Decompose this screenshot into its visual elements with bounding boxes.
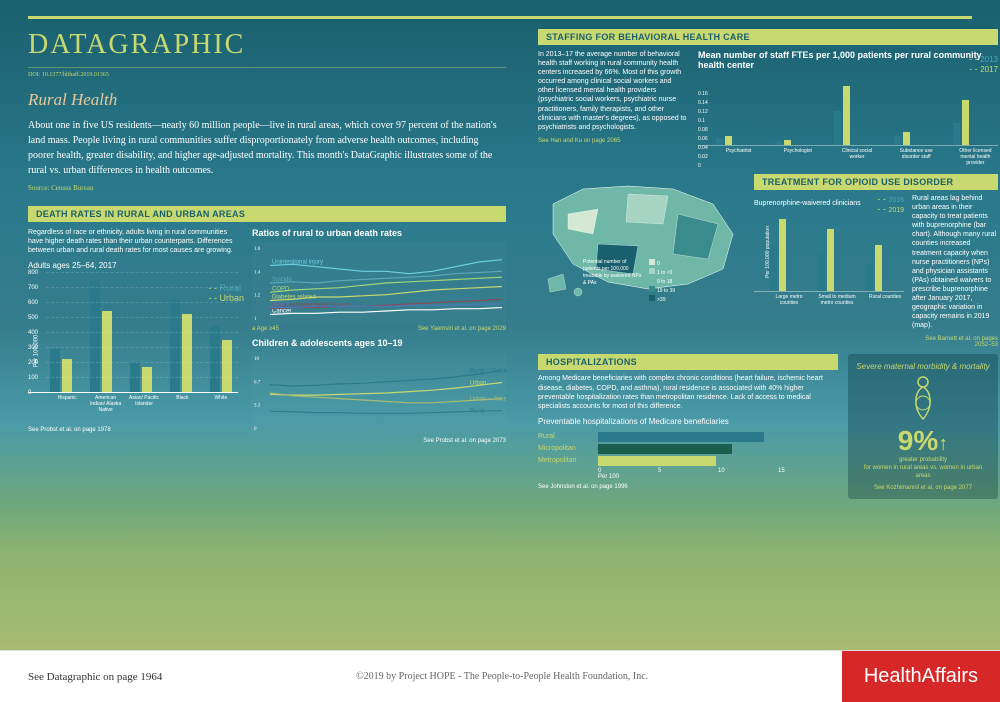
probst-ref: See Probst et al. on page 1978 — [28, 427, 238, 433]
hospitalizations-section: HOSPITALIZATIONS Among Medicare benefici… — [538, 354, 838, 498]
death-rates-section: DEATH RATES IN RURAL AND URBAN AREAS Reg… — [28, 206, 506, 444]
infographic-page: DATAGRAPHIC DOI: 10.1377/hlthaff.2019.01… — [0, 0, 1000, 650]
hospitalizations-row: HOSPITALIZATIONS Among Medicare benefici… — [538, 354, 998, 498]
intro-paragraph: About one in five US residents—nearly 60… — [28, 118, 506, 178]
left-column: DATAGRAPHIC DOI: 10.1377/hlthaff.2019.01… — [28, 29, 506, 499]
svg-text:6.7: 6.7 — [254, 380, 261, 385]
svg-text:Rural: Rural — [470, 409, 484, 415]
svg-text:Rural ─ Suicide: Rural ─ Suicide — [470, 369, 506, 375]
svg-text:Urban ─ Assault: Urban ─ Assault — [470, 397, 506, 403]
hosp-hbar-chart: RuralMicropolitanMetropolitan — [538, 432, 838, 466]
header-row: DATAGRAPHIC DOI: 10.1377/hlthaff.2019.01… — [28, 29, 972, 499]
opioid-header: TREATMENT FOR OPIOID USE DISORDER — [754, 174, 998, 190]
opioid-bar-chart: Buprenorphine-waivered clinicians - - 20… — [754, 194, 904, 294]
subtitle: Rural Health — [28, 90, 506, 110]
us-map: Potential number of patients per 100,000… — [538, 174, 748, 304]
ratio-line-chart: Unintentional injury Suicide COPD Diabetes … — [252, 242, 506, 324]
staffing-chart: Mean number of staff FTEs per 1,000 pati… — [698, 50, 998, 166]
death-blurb: Regardless of race or ethnicity, adults … — [28, 228, 238, 255]
svg-text:Cancer: Cancer — [272, 309, 291, 315]
maternal-card: Severe maternal morbidity & mortality 9%… — [848, 354, 998, 498]
staffing-section: STAFFING FOR BEHAVIORAL HEALTH CARE In 2… — [538, 29, 998, 166]
footer: See Datagraphic on page 1964 ©2019 by Pr… — [0, 650, 1000, 702]
child-chart-title: Children & adolescents ages 10–19 — [252, 338, 506, 348]
hosp-header: HOSPITALIZATIONS — [538, 354, 838, 370]
staffing-header: STAFFING FOR BEHAVIORAL HEALTH CARE — [538, 29, 998, 45]
ratio-chart-title: Ratios of rural to urban death rates — [252, 228, 506, 238]
right-column: STAFFING FOR BEHAVIORAL HEALTH CARE In 2… — [538, 29, 998, 499]
footer-left: See Datagraphic on page 1964 — [28, 671, 162, 683]
death-rates-header: DEATH RATES IN RURAL AND URBAN AREAS — [28, 206, 506, 222]
svg-text:Diabetes related: Diabetes related — [272, 295, 316, 301]
footer-center: ©2019 by Project HOPE - The People-to-Pe… — [356, 671, 648, 682]
svg-text:1.6: 1.6 — [254, 247, 261, 252]
opioid-section: TREATMENT FOR OPIOID USE DISORDER Bupren… — [754, 174, 998, 348]
svg-text:10: 10 — [254, 357, 260, 362]
map-and-opioid-row: Potential number of patients per 100,000… — [538, 174, 998, 348]
pregnancy-icon — [905, 375, 941, 421]
page-title: DATAGRAPHIC — [28, 29, 506, 68]
adults-bar-chart: - - Rural - - Urban Per 100,000 01002003… — [28, 273, 238, 423]
svg-text:3.3: 3.3 — [254, 404, 261, 409]
svg-text:Suicide: Suicide — [272, 277, 292, 283]
map-legend-title: Potential number of patients per 100,000… — [583, 259, 643, 304]
svg-text:1: 1 — [254, 317, 257, 322]
svg-text:COPD: COPD — [272, 286, 290, 292]
child-line-chart: 0 3.3 6.7 10 Rural ─ Suicide Urban Urban ─ Ass… — [252, 352, 506, 434]
svg-text:Stroke: Stroke — [272, 302, 290, 308]
opioid-blurb: Rural areas lag behind urban areas in th… — [912, 194, 998, 330]
child-ref: See Probst et al. on page 2073 — [252, 438, 506, 444]
hosp-blurb: Among Medicare beneficiaries with comple… — [538, 374, 838, 410]
svg-text:Unintentional injury: Unintentional injury — [272, 260, 323, 266]
staffing-blurb: In 2013–17 the average number of behavio… — [538, 50, 688, 132]
svg-text:1.4: 1.4 — [254, 270, 261, 275]
adults-chart-title: Adults ages 25–64, 2017 — [28, 261, 238, 270]
source-line: Source: Census Bureau — [28, 184, 506, 192]
svg-text:1.2: 1.2 — [254, 294, 261, 299]
doi-text: DOI: 10.1377/hlthaff.2019.01365 — [28, 72, 506, 78]
top-accent-bar — [28, 16, 972, 19]
staffing-ref: See Han and Ku on page 2065 — [538, 138, 688, 144]
svg-text:0: 0 — [254, 427, 257, 432]
svg-text:Urban: Urban — [470, 381, 486, 387]
healthaffairs-logo: HealthAffairs — [842, 651, 1000, 702]
adults-legend: - - Rural - - Urban — [208, 283, 244, 303]
